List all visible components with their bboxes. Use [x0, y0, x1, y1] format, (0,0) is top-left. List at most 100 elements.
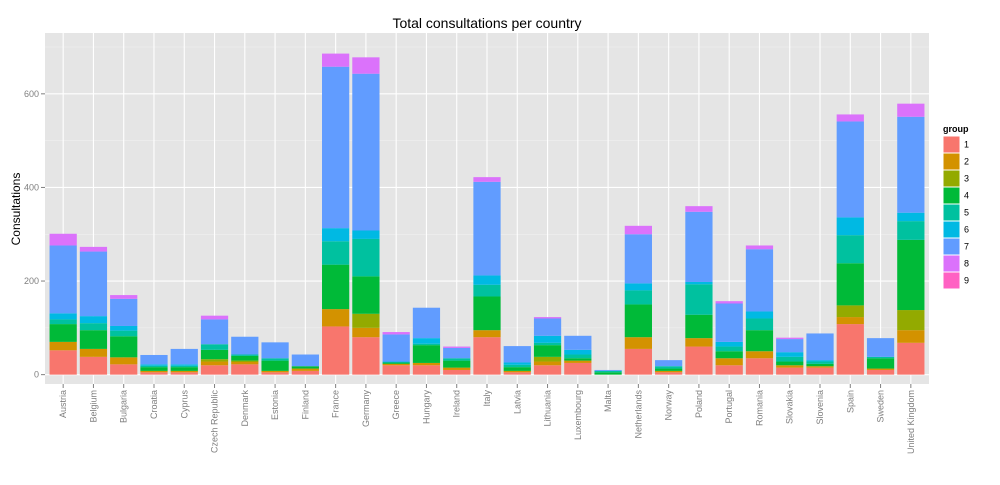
x-tick-label: Luxembourg [573, 390, 583, 440]
bar-segment [443, 360, 471, 368]
bar-segment [140, 365, 168, 368]
bar-segment [79, 323, 108, 331]
bar-segment [200, 344, 229, 350]
bar-segment [503, 367, 531, 371]
bar-segment [564, 362, 592, 375]
x-tick-label: Denmark [240, 390, 250, 427]
bar-segment [231, 355, 259, 361]
x-tick-label: Italy [482, 390, 492, 407]
bar-segment [200, 315, 229, 320]
bar-segment [412, 345, 441, 363]
bar-segment [624, 348, 652, 375]
bar-segment [412, 343, 441, 346]
bars [49, 53, 925, 375]
bar-segment [382, 361, 410, 363]
bar-segment [79, 330, 108, 349]
bar-segment [624, 304, 652, 338]
bar-segment [503, 370, 531, 373]
bar-segment [352, 276, 380, 314]
bar-segment [200, 365, 229, 375]
bar-segment [715, 301, 743, 304]
x-tick-label: Bulgaria [119, 390, 129, 423]
bar-segment [140, 367, 168, 371]
legend-key [942, 169, 961, 188]
bar-segment [655, 372, 683, 375]
bar-segment [110, 357, 138, 365]
x-tick-label: United Kingdom [906, 390, 916, 454]
bar-segment [443, 358, 471, 361]
x-tick-label: Spain [845, 390, 855, 413]
bar-segment [352, 57, 380, 74]
bar-segment [564, 349, 592, 355]
bar-segment [897, 212, 925, 222]
bar-segment [533, 361, 562, 366]
legend-label: 4 [964, 191, 969, 201]
bar-segment [443, 347, 471, 359]
y-tick-label: 400 [24, 182, 39, 192]
bar-segment [49, 341, 77, 351]
x-tick-label: Sweden [876, 390, 886, 423]
bar-segment [685, 284, 713, 315]
legend-key [942, 135, 961, 154]
bar-segment [200, 349, 229, 360]
y-tick-label: 0 [34, 370, 39, 380]
bar-segment [352, 73, 380, 231]
bar-segment [745, 245, 774, 250]
bar-segment [715, 365, 743, 375]
bar-segment [170, 372, 198, 375]
bar-segment [564, 335, 592, 350]
bar-segment [291, 370, 319, 375]
bar-segment [655, 370, 683, 373]
bar-segment [745, 358, 774, 375]
bar-segment [503, 346, 531, 363]
bar-segment [79, 348, 108, 357]
x-tick-label: Finland [300, 390, 310, 420]
bar-segment [140, 354, 168, 365]
bar-segment [261, 372, 289, 375]
bar-segment [806, 366, 834, 368]
bar-segment [806, 360, 834, 362]
bar-segment [110, 325, 138, 331]
bar-segment [443, 369, 471, 375]
bar-segment [836, 217, 864, 236]
legend-title: group [943, 124, 969, 134]
bar-segment [836, 121, 864, 218]
bar-segment [685, 346, 713, 375]
bar-segment [443, 346, 471, 348]
legend-key [942, 271, 961, 290]
bar-segment [836, 305, 864, 318]
bar-segment [140, 364, 168, 366]
bar-segment [352, 313, 380, 328]
bar-segment [685, 281, 713, 285]
bar-segment [624, 225, 652, 235]
bar-segment [897, 239, 925, 311]
bar-segment [231, 360, 259, 363]
legend-key [942, 237, 961, 256]
bar-segment [533, 335, 562, 343]
bar-segment [745, 351, 774, 359]
x-tick-label: Ireland [452, 390, 462, 418]
bar-segment [110, 298, 138, 326]
x-tick-label: Netherlands [633, 390, 643, 439]
bar-segment [533, 365, 562, 375]
bar-segment [564, 358, 592, 361]
bar-segment [412, 362, 441, 366]
bar-segment [836, 317, 864, 325]
bar-segment [79, 316, 108, 324]
bar-segment [866, 358, 895, 369]
bar-segment [382, 365, 410, 375]
bar-segment [745, 330, 774, 352]
bar-segment [624, 337, 652, 349]
bar-segment [322, 228, 350, 242]
legend-label: 9 [964, 276, 969, 286]
bar-segment [715, 346, 743, 352]
bar-segment [866, 368, 895, 370]
bar-segment [776, 339, 804, 353]
legend-label: 3 [964, 174, 969, 184]
bar-segment [322, 264, 350, 310]
bar-segment [261, 358, 289, 361]
bar-segment [170, 365, 198, 368]
bar-segment [170, 348, 198, 365]
bar-segment [745, 311, 774, 319]
